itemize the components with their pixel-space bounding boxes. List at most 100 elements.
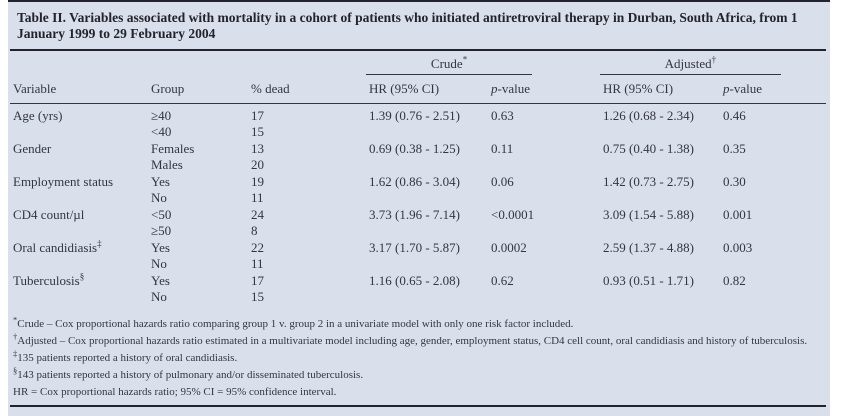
table-row: Employment status Yes 19 1.62 (0.86 - 3.… <box>10 174 826 191</box>
variable-label: Oral candidiasis <box>13 239 98 255</box>
footnote-text: Adjusted – Cox proportional hazards rati… <box>17 334 808 347</box>
footnote-marker: * <box>13 313 18 324</box>
cell-crude-pvalue: 0.63 <box>491 107 514 123</box>
cell-variable: Oral candidiasis‡ <box>10 238 148 257</box>
footnote-marker: † <box>13 330 18 341</box>
cell-adjusted-pvalue: 0.003 <box>723 239 753 255</box>
cell-group: ≥40 <box>151 107 172 123</box>
table-row: No 11 <box>10 256 826 273</box>
spanner-spacer <box>248 51 366 75</box>
table-title: Table II. Variables associated with mort… <box>17 10 798 41</box>
cell-crude-pvalue: 0.11 <box>491 140 514 156</box>
cell-crude-hr: 1.16 (0.65 - 2.08) <box>369 272 460 288</box>
footnote-text: 135 patients reported a history of oral … <box>17 351 238 364</box>
cell-crude-hr <box>366 190 488 207</box>
cell-pct-dead: 8 <box>251 223 258 238</box>
cell-group: <40 <box>151 124 172 139</box>
footnote-line: †Adjusted – Cox proportional hazards rat… <box>13 330 826 350</box>
cell-adjusted-hr: 3.09 (1.54 - 5.88) <box>603 206 694 222</box>
table-row: Tuberculosis§ Yes 17 1.16 (0.65 - 2.08) … <box>10 271 826 290</box>
table-row: Age (yrs) ≥40 17 1.39 (0.76 - 2.51) 0.63… <box>10 103 826 124</box>
spanner-adjusted-cell: Adjusted† <box>600 51 826 75</box>
cell-crude-pvalue <box>488 289 600 306</box>
cell-adjusted-pvalue: 0.46 <box>723 107 746 123</box>
cell-adjusted-hr: 1.42 (0.73 - 2.75) <box>603 173 694 189</box>
top-heavy-rule <box>10 49 826 51</box>
cell-adjusted-hr: 1.26 (0.68 - 2.34) <box>603 107 694 123</box>
cell-variable: CD4 count/µl <box>10 207 148 224</box>
cell-adjusted-pvalue <box>720 190 826 207</box>
footnote-line: *Crude – Cox proportional hazards ratio … <box>13 313 826 333</box>
adjusted-footnote-marker: † <box>711 54 717 65</box>
cell-crude-pvalue <box>488 256 600 273</box>
header-pct-dead: % dead <box>248 75 366 104</box>
table-row: Oral candidiasis‡ Yes 22 3.17 (1.70 - 5.… <box>10 238 826 257</box>
header-crude-pvalue: p-value <box>488 75 600 104</box>
cell-pct-dead: 20 <box>251 157 264 172</box>
cell-variable <box>10 190 148 207</box>
cell-crude-pvalue: 0.62 <box>491 272 514 288</box>
cell-group: ≥50 <box>151 223 172 238</box>
cell-adjusted-hr: 0.75 (0.40 - 1.38) <box>603 140 694 156</box>
cell-crude-hr <box>366 289 488 306</box>
variable-label: Employment status <box>13 173 114 189</box>
cell-adjusted-pvalue <box>720 289 826 306</box>
spanner-spacer <box>10 51 148 75</box>
footnote-text: 143 patients reported a history of pulmo… <box>17 368 364 381</box>
cell-pct-dead: 15 <box>251 124 264 139</box>
footnote-line: HR = Cox proportional hazards ratio; 95%… <box>13 384 826 401</box>
footnote-marker: ‡ <box>13 347 18 358</box>
table-card: Table II. Variables associated with mort… <box>8 0 830 416</box>
table-head: Crude* Adjusted† Variable Group % dead H… <box>10 51 827 104</box>
header-crude-hr: HR (95% CI) <box>366 75 488 104</box>
table-row: No 15 <box>10 289 826 306</box>
footnote-text: HR = Cox proportional hazards ratio; 95%… <box>13 385 337 398</box>
cell-adjusted-hr <box>600 157 720 174</box>
table-row: Males 20 <box>10 157 826 174</box>
spanner-crude: Crude* <box>366 54 533 75</box>
cell-adjusted-hr <box>600 256 720 273</box>
p-italic: p <box>491 80 498 96</box>
cell-group: No <box>151 256 167 271</box>
cell-pct-dead: 19 <box>251 173 264 189</box>
p-italic: p <box>723 80 730 96</box>
cell-adjusted-pvalue <box>720 124 826 141</box>
cell-variable <box>10 124 148 141</box>
cell-adjusted-hr <box>600 223 720 240</box>
spanner-crude-cell: Crude* <box>366 51 600 75</box>
cell-group: Females <box>151 140 195 156</box>
footnote-marker: § <box>13 364 18 375</box>
cell-group: Males <box>151 157 183 172</box>
table-row: ≥50 8 <box>10 223 826 240</box>
cell-pct-dead: 17 <box>251 272 264 288</box>
cell-pct-dead: 15 <box>251 289 264 304</box>
cell-crude-hr <box>366 157 488 174</box>
cell-variable <box>10 256 148 273</box>
cell-adjusted-pvalue <box>720 157 826 174</box>
spanner-row: Crude* Adjusted† <box>10 51 826 75</box>
cell-pct-dead: 17 <box>251 107 264 123</box>
cell-pct-dead: 22 <box>251 239 264 255</box>
adjusted-label: Adjusted <box>664 56 712 71</box>
cell-pct-dead: 24 <box>251 206 264 222</box>
cell-crude-hr: 3.17 (1.70 - 5.87) <box>369 239 460 255</box>
cell-crude-pvalue <box>488 124 600 141</box>
cell-crude-pvalue: 0.0002 <box>491 239 527 255</box>
crude-footnote-marker: * <box>462 54 468 65</box>
cell-group: <50 <box>151 206 172 222</box>
variable-footnote-marker: ‡ <box>97 238 102 249</box>
cell-adjusted-pvalue <box>720 256 826 273</box>
cell-crude-pvalue: <0.0001 <box>491 206 535 222</box>
cell-pct-dead: 13 <box>251 140 264 156</box>
cell-adjusted-hr <box>600 190 720 207</box>
cell-adjusted-hr <box>600 289 720 306</box>
cell-variable: Employment status <box>10 174 148 191</box>
cell-crude-hr: 1.39 (0.76 - 2.51) <box>369 107 460 123</box>
cell-adjusted-pvalue: 0.82 <box>723 272 746 288</box>
cell-adjusted-hr <box>600 124 720 141</box>
cell-group: Yes <box>151 173 170 189</box>
cell-group: Yes <box>151 239 170 255</box>
footnotes: *Crude – Cox proportional hazards ratio … <box>13 313 826 401</box>
cell-crude-pvalue <box>488 223 600 240</box>
variable-footnote-marker: § <box>79 271 85 282</box>
